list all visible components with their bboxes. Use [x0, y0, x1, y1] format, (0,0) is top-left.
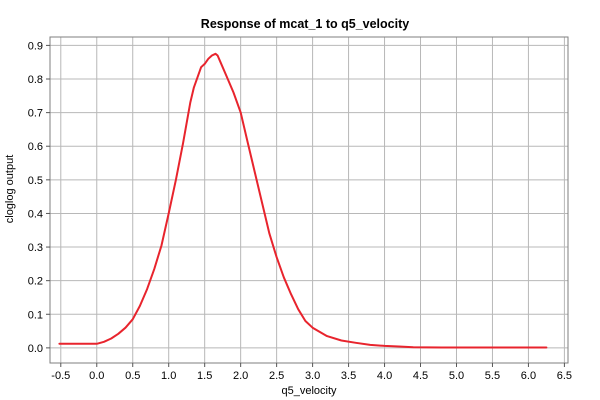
- chart-title: Response of mcat_1 to q5_velocity: [201, 17, 409, 31]
- y-tick-label: 0.2: [28, 276, 43, 288]
- x-tick-label: 3.0: [305, 370, 320, 382]
- x-tick-label: 5.5: [485, 370, 500, 382]
- y-axis-label: cloglog output: [4, 155, 16, 224]
- plot-frame: [49, 36, 569, 364]
- y-tick-label: 0.1: [28, 309, 43, 321]
- series-layer: [58, 52, 548, 349]
- y-tick-label: 0.8: [28, 74, 43, 86]
- x-tick-label: 5.0: [449, 370, 464, 382]
- x-tick-label: 4.0: [377, 370, 392, 382]
- y-tick-label: 0.3: [28, 242, 43, 254]
- x-tick-label: 4.5: [413, 370, 428, 382]
- x-tick-label: 2.5: [269, 370, 284, 382]
- y-tick-label: 0.6: [28, 141, 43, 153]
- x-tick-label: 1.0: [161, 370, 176, 382]
- y-axis: 0.0 0.1 0.2 0.3 0.4 0.5 0.6 0.7 0.8 0.9: [28, 40, 50, 355]
- x-tick-label: 6.0: [521, 370, 536, 382]
- y-tick-label: 0.0: [28, 343, 43, 355]
- x-tick-label: 0.5: [125, 370, 140, 382]
- series-line: [58, 52, 548, 349]
- x-tick-label: 2.0: [233, 370, 248, 382]
- y-tick-label: 0.9: [28, 40, 43, 52]
- y-tick-label: 0.5: [28, 175, 43, 187]
- x-tick-label: 6.5: [557, 370, 572, 382]
- x-axis-label: q5_velocity: [281, 385, 337, 397]
- y-tick-label: 0.7: [28, 108, 43, 120]
- grid: [50, 37, 568, 363]
- x-axis: -0.5 0.0 0.5 1.0 1.5 2.0 2.5 3.0 3.5 4.0 4.5 5.0 5.5…: [51, 363, 572, 382]
- x-tick-label: 0.0: [89, 370, 104, 382]
- x-tick-label: 3.5: [341, 370, 356, 382]
- y-tick-label: 0.4: [28, 208, 43, 220]
- x-tick-label: -0.5: [51, 370, 70, 382]
- x-tick-label: 1.5: [197, 370, 212, 382]
